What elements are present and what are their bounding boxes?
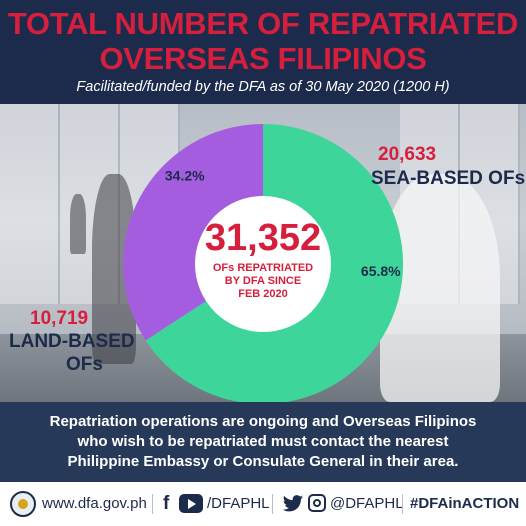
sea-based-label: SEA-BASED OFs — [371, 168, 526, 189]
instagram-icon[interactable] — [308, 494, 326, 512]
traveler-figure — [70, 194, 86, 254]
dfa-seal-icon — [10, 491, 36, 517]
advisory-line: Repatriation operations are ongoing and … — [49, 413, 477, 430]
center-total-value: 31,352 — [204, 217, 322, 259]
footer-divider — [152, 494, 153, 514]
center-caption: OFs REPATRIATED BY DFA SINCE FEB 2020 — [196, 262, 330, 301]
center-caption-line: FEB 2020 — [238, 288, 288, 300]
footer: www.dfa.gov.ph f /DFAPHL @DFAPHL #DFAinA… — [0, 482, 526, 526]
twitter-instagram-handle[interactable]: @DFAPHL — [330, 495, 404, 512]
center-caption-line: OFs REPATRIATED — [212, 262, 314, 274]
page-title: TOTAL NUMBER OF REPATRIATED OVERSEAS FIL… — [0, 6, 526, 76]
center-caption-line: BY DFA SINCE — [224, 275, 302, 287]
land-based-value: 10,719 — [30, 308, 89, 329]
donut-chart: 65.8% 34.2% — [123, 124, 403, 402]
note-band — [0, 402, 526, 482]
title-line-2: OVERSEAS FILIPINOS — [99, 41, 427, 76]
land-based-label-line1: LAND-BASED — [9, 331, 135, 352]
footer-divider — [402, 494, 403, 514]
window-panel — [0, 104, 60, 304]
land-based-percent-label: 34.2% — [165, 168, 205, 184]
land-based-label-line2: OFs — [66, 354, 103, 375]
advisory-line: Philippine Embassy or Consulate General … — [67, 453, 459, 470]
advisory-line: who wish to be repatriated must contact … — [77, 433, 449, 450]
facebook-icon[interactable]: f — [163, 493, 170, 514]
advisory-note: Repatriation operations are ongoing and … — [0, 412, 526, 472]
twitter-icon[interactable] — [282, 494, 304, 514]
page-subtitle: Facilitated/funded by the DFA as of 30 M… — [76, 79, 450, 95]
hashtag[interactable]: #DFAinACTION — [410, 495, 520, 512]
title-line-1: TOTAL NUMBER OF REPATRIATED — [7, 6, 519, 41]
website-link[interactable]: www.dfa.gov.ph — [42, 495, 147, 512]
header-band: TOTAL NUMBER OF REPATRIATED OVERSEAS FIL… — [0, 0, 526, 104]
sea-based-percent-label: 65.8% — [361, 263, 401, 279]
youtube-icon[interactable] — [179, 494, 203, 513]
sea-based-value: 20,633 — [378, 144, 437, 165]
facebook-youtube-handle[interactable]: /DFAPHL — [207, 495, 270, 512]
footer-divider — [272, 494, 273, 514]
donut-hole — [195, 196, 331, 332]
